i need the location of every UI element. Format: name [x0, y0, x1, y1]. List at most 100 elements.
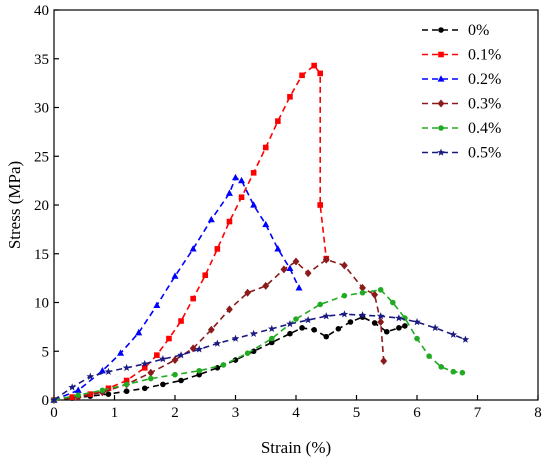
- data-point: [414, 335, 420, 342]
- data-point: [75, 392, 81, 398]
- data-point: [459, 369, 466, 376]
- data-point: [244, 350, 251, 357]
- series-1: [51, 62, 330, 403]
- data-point: [377, 318, 385, 326]
- data-point: [232, 173, 239, 181]
- data-point: [225, 189, 233, 196]
- data-point: [431, 323, 439, 332]
- legend-label: 0.3%: [468, 96, 501, 113]
- data-point: [359, 289, 366, 296]
- data-point: [402, 323, 408, 329]
- data-point: [461, 335, 470, 343]
- data-point: [341, 261, 348, 270]
- data-point: [178, 318, 184, 324]
- data-point: [195, 345, 203, 353]
- legend-label: 0.4%: [468, 120, 501, 137]
- data-point: [166, 335, 172, 342]
- data-point: [226, 305, 233, 314]
- legend-marker: [437, 148, 445, 156]
- data-point: [299, 325, 305, 331]
- data-point: [160, 381, 166, 388]
- data-point: [311, 62, 317, 69]
- data-point: [402, 315, 408, 321]
- plot-frame: [53, 9, 539, 401]
- data-point: [304, 316, 312, 324]
- data-point: [123, 381, 130, 388]
- legend-marker: [437, 99, 445, 108]
- data-point: [317, 202, 323, 208]
- series-line: [53, 258, 385, 401]
- data-point: [196, 367, 202, 374]
- data-point: [335, 326, 342, 332]
- data-point: [275, 118, 281, 124]
- series-5: [50, 310, 470, 404]
- legend-item: 0.4%: [422, 120, 501, 137]
- data-point: [390, 299, 396, 306]
- x-tick-label: 5: [353, 405, 361, 421]
- data-point: [86, 372, 95, 380]
- data-point: [426, 353, 432, 359]
- y-tick-label: 10: [34, 296, 49, 312]
- data-point: [317, 70, 323, 77]
- x-tick-label: 7: [474, 405, 482, 421]
- y-tick-label: 15: [34, 247, 49, 263]
- x-tick-label: 8: [534, 405, 542, 421]
- data-point: [214, 365, 221, 371]
- data-point: [231, 334, 240, 342]
- legend-label: 0.5%: [468, 145, 501, 162]
- data-point: [98, 366, 106, 374]
- axis-frame: [53, 9, 539, 401]
- data-point: [274, 245, 282, 252]
- data-point: [340, 310, 349, 318]
- data-point: [371, 320, 378, 326]
- x-tick-label: 6: [413, 405, 421, 421]
- data-point: [358, 311, 367, 319]
- legend-label: 0.2%: [468, 71, 501, 88]
- legend-marker: [437, 75, 445, 82]
- series-line: [53, 313, 466, 401]
- series-layer: [50, 62, 470, 404]
- series-2: [50, 173, 303, 403]
- data-point: [154, 352, 160, 358]
- legend-item: 0%: [422, 22, 489, 39]
- data-point: [135, 328, 143, 336]
- legend-label: 0%: [468, 22, 489, 39]
- data-point: [413, 318, 421, 326]
- data-point: [322, 255, 330, 264]
- data-point: [69, 394, 75, 400]
- y-axis-title: Stress (MPa): [5, 161, 24, 249]
- legend-item: 0.3%: [422, 96, 501, 113]
- data-point: [238, 194, 245, 200]
- data-point: [322, 312, 331, 320]
- data-point: [122, 363, 131, 372]
- y-tick-label: 5: [42, 344, 50, 360]
- legend-marker: [438, 51, 444, 58]
- data-point: [249, 329, 258, 337]
- data-point: [244, 288, 251, 297]
- data-point: [377, 287, 384, 293]
- data-point: [450, 368, 457, 375]
- data-point: [207, 325, 215, 334]
- data-point: [226, 218, 233, 225]
- legend-label: 0.1%: [468, 47, 501, 64]
- data-point: [299, 72, 305, 79]
- data-point: [172, 371, 178, 378]
- data-point: [323, 333, 330, 340]
- legend-item: 0.1%: [422, 47, 501, 64]
- data-point: [141, 385, 148, 392]
- y-tick-label: 35: [34, 52, 49, 68]
- data-point: [317, 301, 324, 308]
- data-point: [214, 246, 221, 252]
- data-point: [177, 351, 185, 359]
- data-point: [202, 272, 209, 278]
- x-tick-label: 1: [111, 405, 119, 421]
- series-line: [53, 64, 328, 401]
- data-point: [105, 391, 112, 397]
- data-point: [189, 344, 197, 353]
- data-point: [280, 265, 288, 274]
- y-tick-label: 40: [34, 3, 49, 19]
- data-point: [449, 330, 458, 338]
- data-point: [396, 325, 402, 331]
- x-tick-label: 0: [50, 405, 58, 421]
